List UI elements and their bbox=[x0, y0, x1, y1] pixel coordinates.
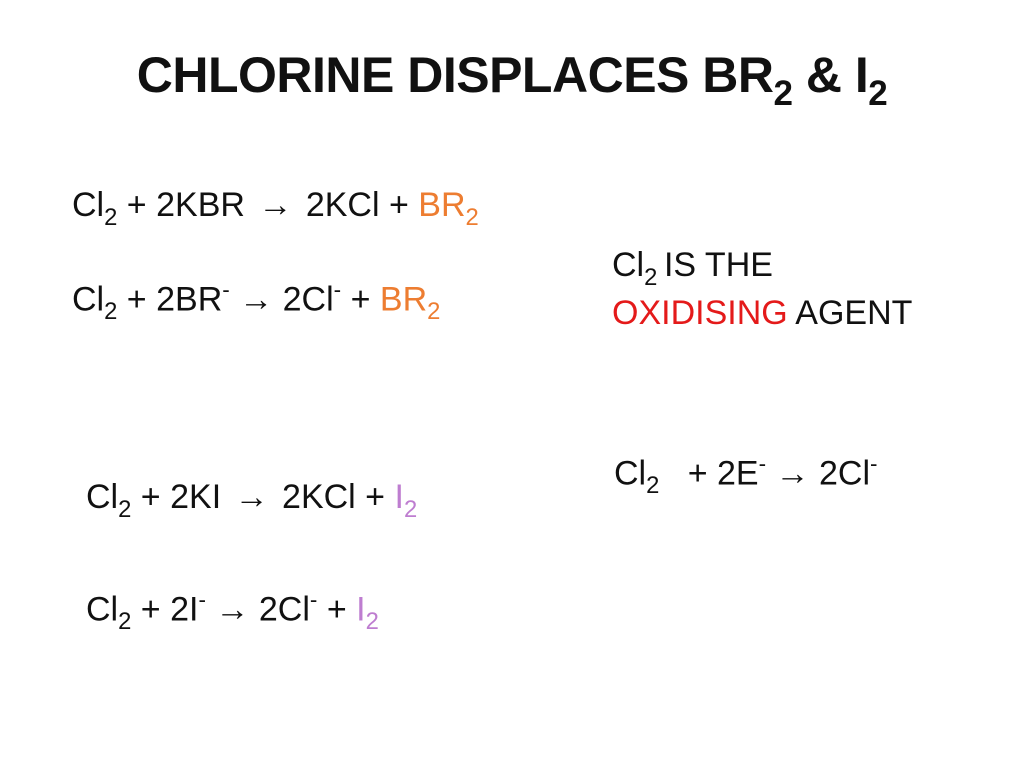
eq2-br-charge: - bbox=[222, 277, 229, 302]
half-cl-charge: - bbox=[870, 451, 877, 476]
title-amp: & bbox=[792, 47, 854, 103]
eq1-br: BR bbox=[418, 186, 465, 224]
eq1-cl-sub: 2 bbox=[104, 204, 117, 231]
eq2-cl: Cl bbox=[72, 280, 104, 318]
title-i-sub: 2 bbox=[868, 74, 887, 113]
title-br: BR bbox=[702, 47, 773, 103]
eq4-i: I bbox=[356, 590, 365, 628]
eq2-arrow: → bbox=[230, 280, 283, 318]
half-gap bbox=[659, 454, 687, 492]
eq4-i-sub: 2 bbox=[366, 608, 379, 635]
equation-2: Cl2 + 2BR- → 2Cl- + BR2 bbox=[72, 278, 440, 325]
slide-title: CHLORINE DISPLACES BR2 & I2 bbox=[0, 46, 1024, 112]
eq3-arrow: → bbox=[231, 478, 273, 517]
eq2-br: BR bbox=[380, 280, 427, 318]
title-text-prefix: CHLORINE DISPLACES bbox=[137, 47, 703, 103]
eq2-2cl: 2Cl bbox=[283, 280, 334, 318]
label-agent: AGENT bbox=[788, 294, 913, 332]
eq4-plus: + bbox=[317, 590, 356, 628]
eq4-arrow: → bbox=[206, 590, 259, 628]
eq3-i: I bbox=[394, 478, 403, 516]
equation-3: Cl2 + 2KI → 2KCl + I2 bbox=[86, 478, 417, 523]
half-e-charge: - bbox=[759, 451, 766, 476]
eq1-br-sub: 2 bbox=[466, 204, 479, 231]
eq4-cl-sub: 2 bbox=[118, 608, 131, 635]
eq2-cl-charge: - bbox=[334, 277, 341, 302]
eq3-cl: Cl bbox=[86, 478, 118, 516]
eq3-rhs: 2KCl + bbox=[273, 478, 395, 516]
eq4-plus-i: + 2I bbox=[131, 590, 198, 628]
eq2-plus-br: + 2BR bbox=[117, 280, 222, 318]
eq1-plus-kbr: + 2KBR bbox=[117, 186, 254, 224]
half-equation: Cl2 + 2E- → 2Cl- bbox=[614, 452, 878, 499]
label-cl-sub: 2 bbox=[644, 264, 664, 291]
half-arrow: → bbox=[766, 454, 819, 492]
eq1-cl: Cl bbox=[72, 186, 104, 224]
eq4-2cl: 2Cl bbox=[259, 590, 310, 628]
eq3-plus-ki: + 2KI bbox=[131, 478, 230, 516]
eq2-cl-sub: 2 bbox=[104, 298, 117, 325]
title-br-sub: 2 bbox=[774, 74, 793, 113]
half-2cl: 2Cl bbox=[819, 454, 870, 492]
half-cl-sub: 2 bbox=[646, 472, 659, 499]
label-is-the: IS THE bbox=[664, 246, 773, 284]
half-plus-e: + 2E bbox=[688, 454, 759, 492]
slide: CHLORINE DISPLACES BR2 & I2 Cl2 + 2KBR →… bbox=[0, 0, 1024, 768]
eq2-plus: + bbox=[341, 280, 380, 318]
eq1-rhs: 2KCl + bbox=[296, 186, 418, 224]
eq1-arrow: → bbox=[254, 186, 296, 225]
equation-1: Cl2 + 2KBR → 2KCl + BR2 bbox=[72, 186, 479, 231]
eq4-i-charge: - bbox=[198, 587, 205, 612]
eq3-cl-sub: 2 bbox=[118, 496, 131, 523]
eq4-cl-charge: - bbox=[310, 587, 317, 612]
label-cl: Cl bbox=[612, 246, 644, 284]
eq4-cl: Cl bbox=[86, 590, 118, 628]
label-oxidising: OXIDISING bbox=[612, 294, 788, 332]
title-i: I bbox=[855, 47, 868, 103]
equation-4: Cl2 + 2I- → 2Cl- + I2 bbox=[86, 588, 379, 635]
eq2-br-sub: 2 bbox=[427, 298, 440, 325]
eq3-i-sub: 2 bbox=[404, 496, 417, 523]
oxidising-agent-label: Cl2 IS THE OXIDISING AGENT bbox=[612, 244, 992, 334]
half-cl: Cl bbox=[614, 454, 646, 492]
